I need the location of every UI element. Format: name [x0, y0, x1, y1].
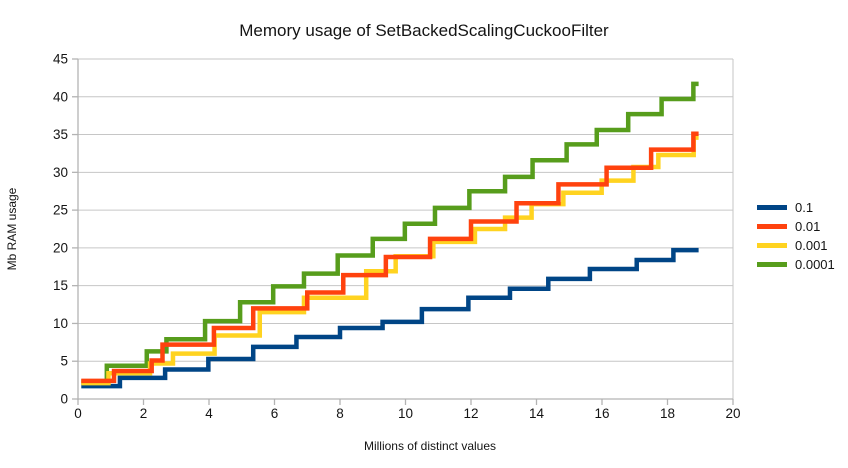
legend-item-0.1: 0.1 [757, 201, 835, 214]
y-tick-label: 0 [60, 392, 68, 407]
series-line-0.001 [81, 135, 699, 386]
legend-line-swatch [757, 224, 787, 229]
chart-title: Memory usage of SetBackedScalingCuckooFi… [239, 21, 609, 40]
x-tick-label: 10 [398, 406, 413, 421]
x-tick-label: 8 [336, 406, 344, 421]
series-line-0.0001 [81, 81, 699, 384]
x-tick-label: 0 [74, 406, 82, 421]
y-tick-label: 45 [53, 52, 68, 67]
legend: 0.1 0.01 0.001 0.0001 [757, 201, 835, 271]
legend-label: 0.001 [795, 238, 828, 253]
x-tick-label: 6 [271, 406, 279, 421]
legend-line-swatch [757, 205, 787, 210]
x-tick-label: 2 [140, 406, 148, 421]
x-tick-label: 16 [594, 406, 609, 421]
y-tick-label: 10 [53, 316, 68, 331]
y-tick-label: 40 [53, 89, 68, 104]
y-tick-label: 15 [53, 278, 68, 293]
x-axis-title: Millions of distinct values [363, 439, 497, 453]
y-tick-label: 20 [53, 240, 68, 255]
y-tick-label: 35 [53, 127, 68, 142]
legend-label: 0.0001 [795, 257, 835, 272]
legend-line-swatch [757, 243, 787, 248]
x-tick-label: 18 [660, 406, 675, 421]
x-tick-label: 12 [463, 406, 478, 421]
y-tick-label: 30 [53, 165, 68, 180]
y-tick-label: 25 [53, 203, 68, 218]
x-tick-label: 4 [205, 406, 213, 421]
series-line-0.1 [81, 247, 699, 389]
series-line-0.01 [81, 131, 699, 384]
legend-line-swatch [757, 262, 787, 267]
legend-item-0.001: 0.001 [757, 239, 835, 252]
x-tick-label: 14 [529, 406, 545, 421]
x-tick-label: 20 [725, 406, 740, 421]
legend-label: 0.01 [795, 219, 821, 234]
legend-label: 0.1 [795, 200, 814, 215]
legend-item-0.0001: 0.0001 [757, 258, 835, 271]
legend-item-0.01: 0.01 [757, 220, 835, 233]
y-tick-label: 5 [60, 354, 68, 369]
